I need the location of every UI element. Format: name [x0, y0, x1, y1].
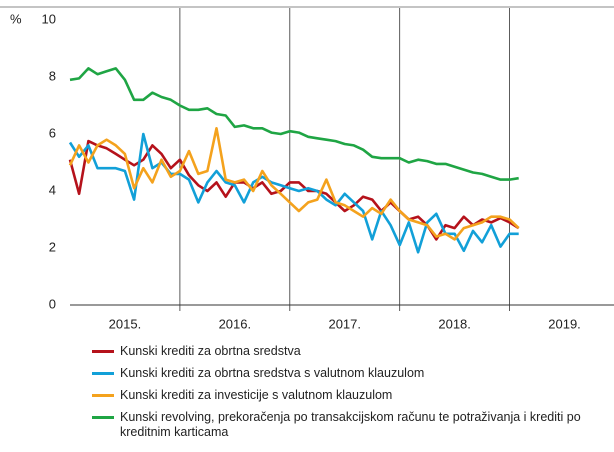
legend: Kunski krediti za obrtna sredstva Kunski …: [92, 344, 592, 447]
y-unit: %: [10, 11, 22, 26]
y-tick-label: 0: [49, 296, 56, 311]
x-tick-label: 2015.: [109, 316, 142, 331]
y-tick-label: 10: [42, 11, 56, 26]
y-tick-label: 8: [49, 68, 56, 83]
y-tick-label: 2: [49, 239, 56, 254]
legend-swatch: [92, 394, 114, 397]
series-line: [69, 67, 519, 181]
legend-label: Kunski krediti za investicije s valutnom…: [120, 388, 393, 402]
x-tick-label: 2018.: [438, 316, 471, 331]
y-tick-label: 6: [49, 125, 56, 140]
y-tick-label: 4: [49, 182, 56, 197]
legend-item: Kunski krediti za obrtna sredstva: [92, 344, 592, 359]
legend-swatch: [92, 350, 114, 353]
legend-swatch: [92, 416, 114, 419]
x-tick-label: 2019.: [548, 316, 581, 331]
legend-label: Kunski krediti za obrtna sredstva: [120, 344, 301, 358]
legend-swatch: [92, 372, 114, 375]
chart: % 0 2 4 6 8 10 2015. 2016. 2017. 2018. 2019.: [0, 6, 614, 331]
x-tick-label: 2017.: [328, 316, 361, 331]
x-tick-label: 2016.: [219, 316, 252, 331]
legend-label: Kunski krediti za obrtna sredstva s valu…: [120, 366, 425, 380]
legend-item: Kunski revolving, prekoračenja po transa…: [92, 410, 592, 440]
series-line: [68, 132, 519, 254]
legend-item: Kunski krediti za investicije s valutnom…: [92, 388, 592, 403]
legend-label: Kunski revolving, prekoračenja po transa…: [120, 410, 581, 439]
legend-item: Kunski krediti za obrtna sredstva s valu…: [92, 366, 592, 381]
series-line: [68, 127, 520, 241]
